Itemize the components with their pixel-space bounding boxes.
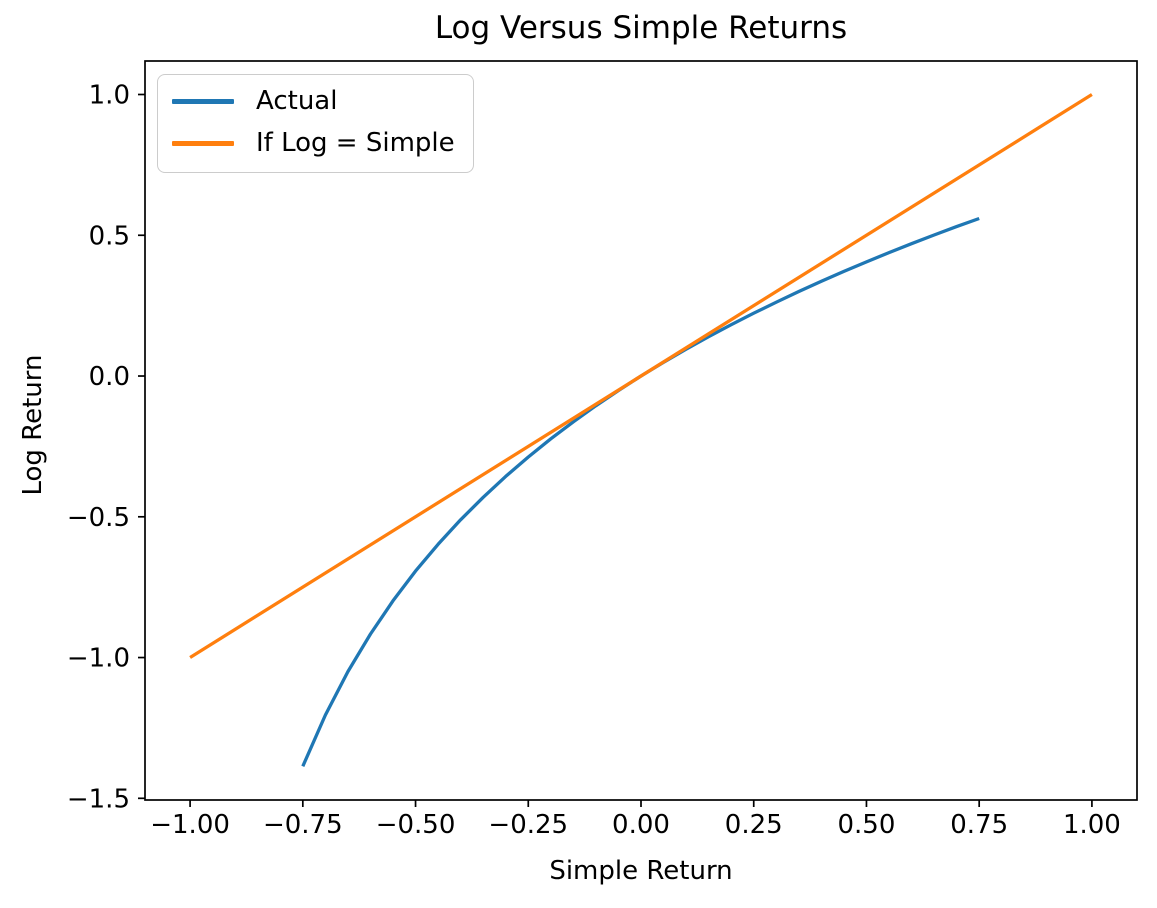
series-line-0 [301,216,980,767]
x-tick-label: 0.75 [950,810,1008,840]
legend-line-swatch-if-log-equals-simple [172,141,234,146]
series-line-1 [189,93,1093,659]
legend: Actual If Log = Simple [157,74,474,173]
x-tick-label: −0.25 [488,810,568,840]
x-tick-label: 1.00 [1063,810,1121,840]
x-tick-label: −0.75 [263,810,343,840]
legend-label-if-log-equals-simple: If Log = Simple [256,128,455,158]
x-axis-label: Simple Return [549,856,733,886]
y-tick-label: −1.0 [67,644,130,674]
chart-title: Log Versus Simple Returns [434,10,848,46]
legend-line-swatch-actual [172,99,234,104]
y-axis-label: Log Return [18,354,48,496]
x-tick-label: 0.50 [838,810,896,840]
y-tick-label: −0.5 [67,503,130,533]
legend-item-actual: Actual [172,85,455,118]
x-tick-label: 0.00 [612,810,670,840]
y-tick-label: 1.0 [89,81,130,111]
x-tick-label: −0.50 [376,810,456,840]
y-tick-label: 0.0 [89,362,130,392]
legend-label-actual: Actual [256,86,338,116]
x-tick-label: −1.00 [150,810,230,840]
y-tick-label: −1.5 [67,784,130,814]
legend-item-if-log-equals-simple: If Log = Simple [172,127,455,160]
y-tick-label: 0.5 [89,221,130,251]
x-tick-label: 0.25 [725,810,783,840]
